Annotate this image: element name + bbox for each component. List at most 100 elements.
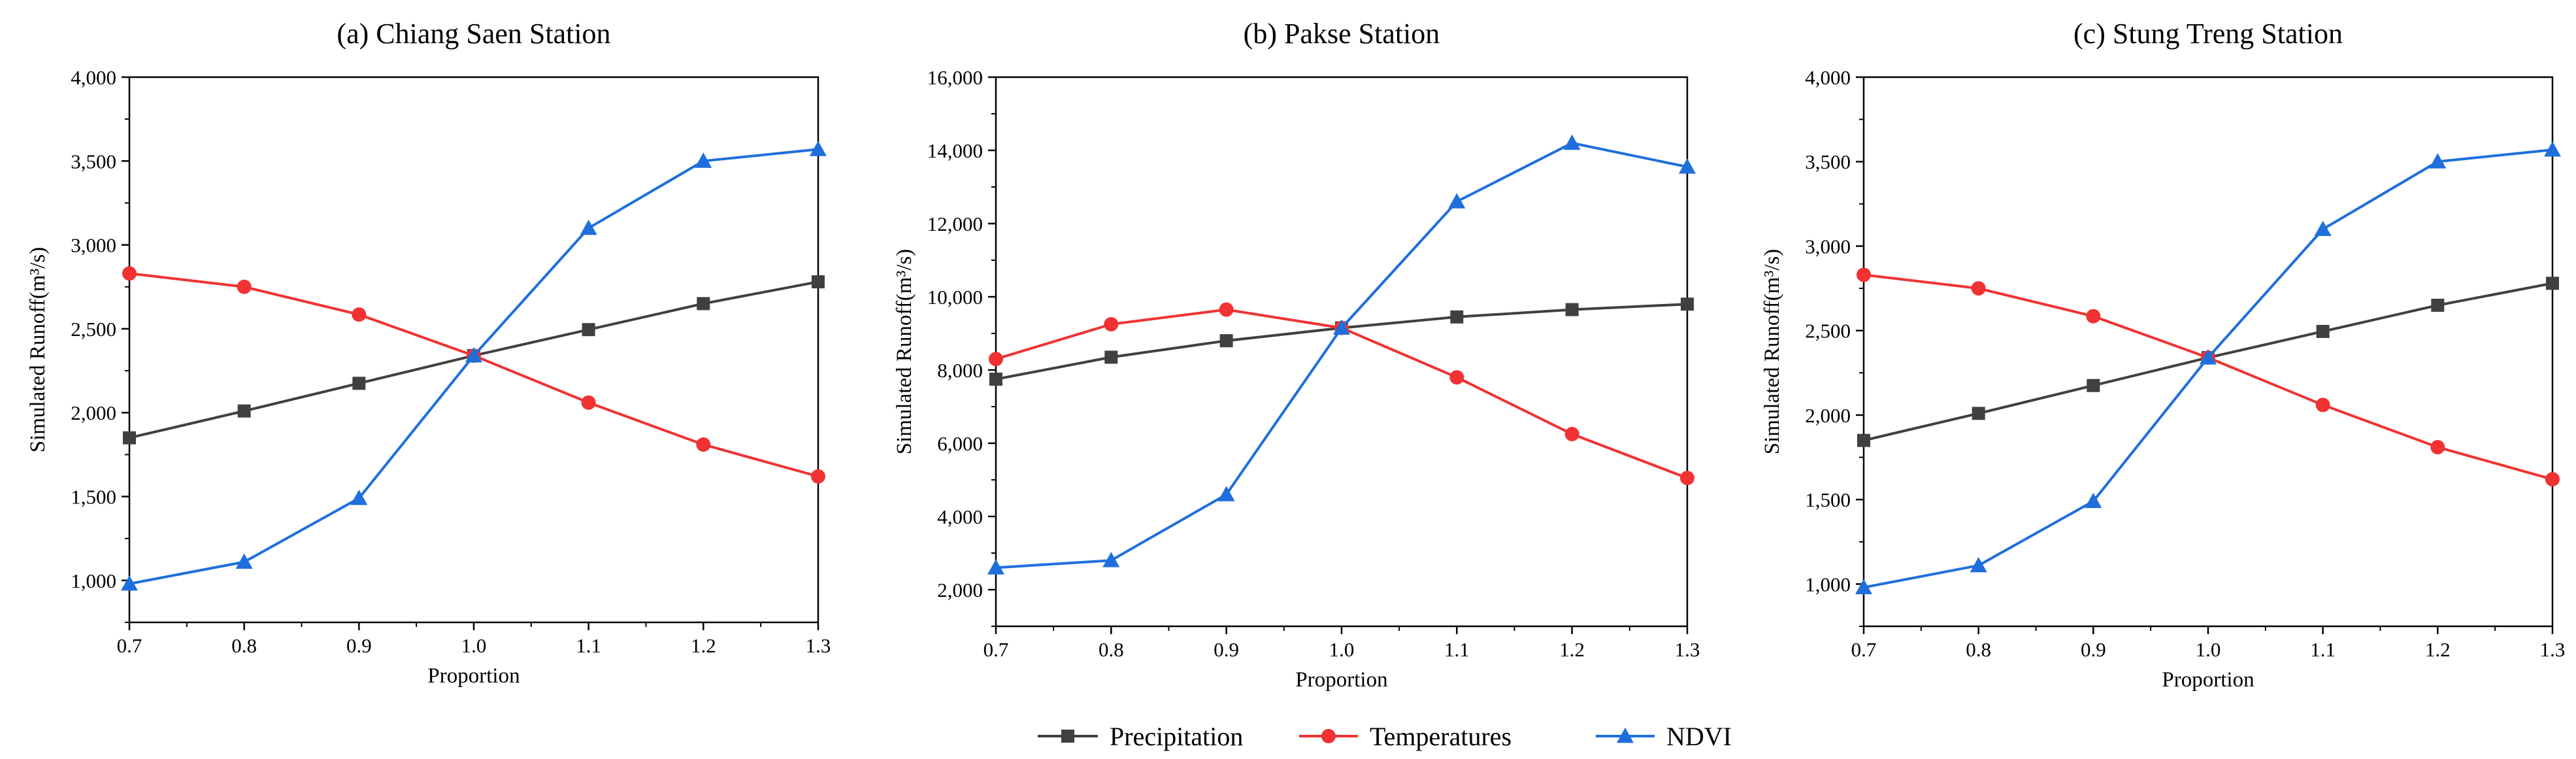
- y-tick-label: 2,500: [1805, 320, 1851, 343]
- data-point: [1970, 556, 1987, 573]
- x-tick-label: 1.0: [1329, 638, 1355, 661]
- data-point: [2316, 324, 2330, 338]
- data-point: [696, 437, 711, 452]
- panel-title: (b) Pakse Station: [1244, 18, 1440, 50]
- y-tick-label: 1,000: [1805, 573, 1851, 596]
- data-point: [1855, 579, 1872, 594]
- y-tick-label: 3,000: [1805, 235, 1851, 258]
- legend-label: NDVI: [1666, 722, 1732, 751]
- data-point: [811, 469, 825, 484]
- data-point: [987, 559, 1004, 575]
- series-ndvi: [987, 134, 1696, 575]
- panel-title: (a) Chiang Saen Station: [337, 18, 610, 50]
- legend: Precipitation Temperatures NDVI: [1038, 722, 1732, 751]
- data-point: [581, 395, 596, 410]
- x-tick-label: 1.0: [2196, 638, 2221, 661]
- data-point: [2431, 298, 2445, 312]
- series-line: [129, 148, 819, 585]
- data-point: [810, 141, 827, 156]
- plot-frame: [995, 76, 1689, 628]
- y-tick-label: 2,000: [71, 401, 116, 424]
- series-line: [1863, 148, 2553, 589]
- y-tick-label: 2,000: [937, 579, 983, 601]
- legend-label: Temperatures: [1370, 722, 1511, 751]
- data-point: [122, 266, 137, 281]
- data-point: [2086, 309, 2101, 324]
- data-point: [235, 553, 253, 569]
- x-tick-label: 1.1: [576, 634, 601, 657]
- data-point: [1333, 319, 1350, 335]
- y-tick-label: 16,000: [927, 66, 983, 89]
- y-tick-label: 1,500: [1805, 488, 1851, 511]
- data-point: [1448, 193, 1466, 209]
- data-point: [1972, 407, 1985, 420]
- x-tick-label: 0.7: [983, 638, 1009, 661]
- data-point: [2545, 472, 2560, 487]
- y-tick-label: 1,500: [71, 486, 116, 509]
- x-axis-label: Proportion: [1295, 668, 1387, 692]
- y-axis-label: Simulated Runoff(m³/s): [26, 247, 50, 453]
- data-point: [2544, 141, 2561, 157]
- data-point: [2314, 220, 2332, 237]
- data-point: [1219, 334, 1233, 348]
- y-tick-label: 3,500: [1805, 150, 1851, 173]
- data-point: [350, 490, 368, 505]
- y-axis-label: Simulated Runoff(m³/s): [1760, 249, 1784, 455]
- data-point: [123, 431, 136, 445]
- series-temperatures: [122, 266, 825, 484]
- data-point: [1563, 134, 1581, 150]
- data-point: [1681, 297, 1694, 311]
- data-point: [2315, 397, 2330, 413]
- y-tick-label: 4,000: [937, 505, 983, 528]
- data-point: [812, 275, 825, 289]
- series-line: [1863, 273, 2553, 481]
- data-point: [1565, 303, 1579, 316]
- legend-item-temperatures: Temperatures: [1299, 722, 1511, 751]
- data-point: [465, 346, 482, 363]
- y-tick-label: 1,000: [71, 569, 116, 592]
- x-tick-label: 0.9: [1214, 638, 1239, 661]
- series-line: [995, 141, 1688, 569]
- y-axis-label: Simulated Runoff(m³/s): [893, 249, 916, 455]
- panels: (a) Chiang Saen Station 1,000 1,500 2,000 2,…: [26, 18, 2565, 692]
- data-point: [582, 323, 595, 337]
- data-point: [237, 404, 251, 418]
- data-point: [1102, 552, 1120, 567]
- y-tick-label: 8,000: [937, 359, 983, 382]
- y-tick-label: 12,000: [927, 212, 983, 235]
- data-point: [121, 575, 138, 591]
- data-point: [989, 373, 1002, 386]
- panel-a: (a) Chiang Saen Station 1,000 1,500 2,000 2,…: [26, 18, 831, 688]
- series-line: [995, 303, 1688, 380]
- panel-b: (b) Pakse Station 2,000 4,000 6,000 8,000 10,…: [893, 18, 1700, 692]
- panel-title: (c) Stung Treng Station: [2073, 18, 2343, 50]
- x-tick-label: 1.3: [2540, 638, 2566, 661]
- data-point: [2429, 153, 2447, 169]
- data-point: [1104, 317, 1119, 331]
- legend-label: Precipitation: [1110, 722, 1243, 751]
- x-tick-label: 1.2: [1559, 638, 1585, 661]
- x-tick-label: 1.2: [2425, 638, 2451, 661]
- y-tick-label: 3,500: [71, 150, 116, 173]
- series-temperatures: [1857, 267, 2560, 487]
- series-ndvi: [121, 141, 827, 591]
- data-point: [1857, 433, 1870, 447]
- x-tick-label: 0.9: [2081, 638, 2106, 661]
- data-point: [1971, 281, 1986, 296]
- data-point: [352, 377, 366, 390]
- series-precipitation: [989, 297, 1694, 386]
- x-tick-label: 1.2: [691, 634, 716, 657]
- data-point: [1217, 486, 1235, 501]
- x-tick-label: 1.0: [461, 634, 487, 657]
- legend-marker: [1617, 728, 1634, 743]
- y-tick-label: 2,000: [1805, 404, 1851, 427]
- legend-item-precipitation: Precipitation: [1038, 722, 1243, 751]
- data-point: [1104, 350, 1118, 364]
- data-point: [2546, 277, 2559, 290]
- x-tick-label: 0.8: [1966, 638, 1991, 661]
- y-tick-label: 14,000: [927, 139, 983, 162]
- data-point: [1564, 427, 1579, 441]
- data-point: [1219, 302, 1234, 317]
- legend-marker: [1061, 730, 1074, 743]
- data-point: [2200, 349, 2217, 365]
